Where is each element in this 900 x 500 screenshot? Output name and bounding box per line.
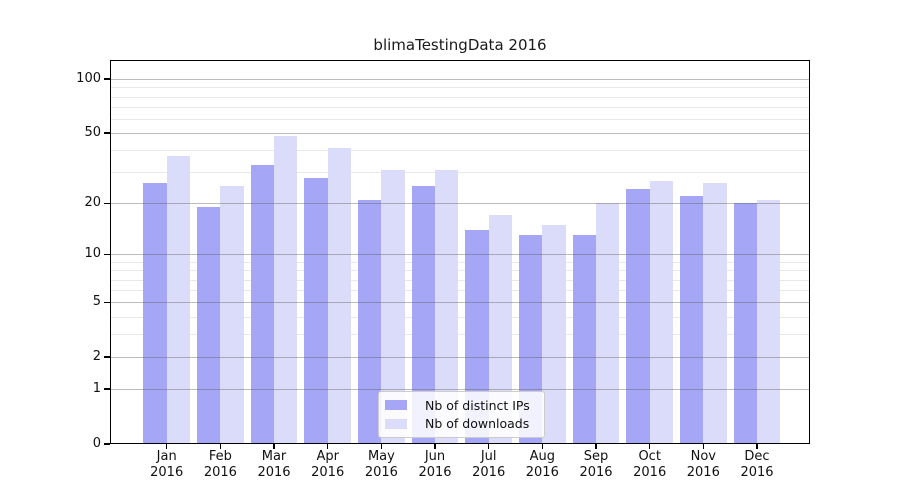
bar-distinct-ips-may [358,199,382,444]
gridline-minor-6 [110,290,810,292]
x-tick-label-jan: Jan 2016 [150,449,184,480]
gridline-minor-80 [110,96,810,98]
bar-downloads-feb [220,186,244,444]
gridline-minor-90 [110,87,810,89]
legend-item-distinct-ips: Nb of distinct IPs [385,396,538,415]
plot-area [110,60,810,444]
x-tick-label-sep: Sep 2016 [579,449,613,480]
bar-distinct-ips-feb [197,207,221,444]
x-tick-label-may: May 2016 [364,449,398,480]
gridline-major-20 [110,203,810,205]
bar-downloads-jan [166,156,190,444]
bar-downloads-nov [703,183,727,444]
x-tick-mark-mar [273,444,275,449]
y-tick-label-5: 5 [92,294,101,310]
gridline-minor-40 [110,150,810,152]
bar-distinct-ips-nov [680,196,704,444]
bar-distinct-ips-apr [304,177,328,444]
y-tick-mark-2 [104,356,110,358]
bar-distinct-ips-dec [733,203,757,444]
bar-distinct-ips-jul [465,229,489,444]
bar-downloads-jul [488,215,512,444]
x-tick-label-aug: Aug 2016 [525,449,559,480]
gridline-minor-30 [110,172,810,174]
bar-downloads-may [381,169,405,444]
bar-downloads-dec [757,199,781,444]
y-tick-label-50: 50 [84,125,101,140]
legend-swatch-distinct-ips [385,400,407,411]
x-tick-label-nov: Nov 2016 [686,449,720,480]
gridline-minor-70 [110,106,810,108]
legend: Nb of distinct IPs Nb of downloads [378,391,545,438]
x-tick-label-dec: Dec 2016 [740,449,774,480]
x-tick-mark-aug [541,444,544,449]
y-tick-mark-1 [104,388,110,390]
gridline-major-1 [110,389,810,391]
x-tick-mark-may [380,444,383,449]
gridline-minor-60 [110,118,810,120]
chart-title: blimaTestingData 2016 [373,36,547,54]
legend-item-downloads: Nb of downloads [385,415,538,434]
x-tick-label-feb: Feb 2016 [203,449,237,480]
bar-distinct-ips-mar [250,165,274,444]
x-tick-label-jun: Jun 2016 [418,449,452,480]
gridline-major-2 [110,357,810,359]
x-tick-label-mar: Mar 2016 [257,449,291,480]
y-tick-label-1: 1 [92,381,101,397]
gridline-minor-9 [110,261,810,263]
y-tick-mark-5 [104,301,110,303]
y-tick-label-0: 0 [92,436,101,451]
y-tick-mark-100 [104,78,110,80]
gridline-major-50 [110,133,810,134]
x-tick-mark-jan [165,444,168,449]
y-tick-mark-50 [104,132,110,134]
gridline-minor-7 [110,279,810,281]
legend-swatch-downloads [385,418,407,429]
gridline-major-5 [110,302,810,304]
bar-downloads-mar [274,136,298,444]
y-tick-mark-10 [104,253,110,256]
bar-downloads-aug [542,224,566,444]
bars-layer [110,60,810,444]
gridline-major-10 [110,254,810,256]
major-gridlines-layer [110,60,810,444]
y-tick-mark-0 [104,443,110,445]
gridline-minor-4 [110,316,810,318]
minor-gridlines-layer [110,60,810,444]
x-tick-mark-nov [702,444,705,449]
legend-label-distinct-ips: Nb of distinct IPs [425,397,530,413]
x-tick-mark-jul [487,444,490,449]
y-tick-label-100: 100 [76,71,101,86]
x-tick-label-oct: Oct 2016 [633,449,667,480]
bar-downloads-oct [649,180,673,444]
bar-distinct-ips-sep [572,235,596,444]
x-tick-label-jul: Jul 2016 [472,449,506,480]
bar-distinct-ips-oct [626,189,650,444]
bar-distinct-ips-jun [411,186,435,444]
x-tick-mark-sep [595,444,597,449]
bar-downloads-jun [435,169,459,444]
y-tick-label-2: 2 [92,349,101,365]
legend-label-downloads: Nb of downloads [425,416,530,432]
x-tick-mark-apr [326,444,329,449]
bar-downloads-apr [327,148,351,444]
y-tick-mark-20 [104,202,110,204]
y-tick-label-20: 20 [84,195,101,211]
bar-distinct-ips-jan [143,183,167,444]
y-tick-label-10: 10 [84,246,101,262]
x-tick-mark-oct [648,444,651,449]
gridline-minor-8 [110,270,810,272]
bar-downloads-sep [596,203,620,444]
x-tick-mark-feb [219,444,222,449]
gridline-minor-3 [110,334,810,336]
x-tick-label-apr: Apr 2016 [311,449,345,480]
gridline-major-100 [110,79,810,80]
x-tick-mark-dec [756,444,758,449]
x-tick-mark-jun [434,444,436,449]
